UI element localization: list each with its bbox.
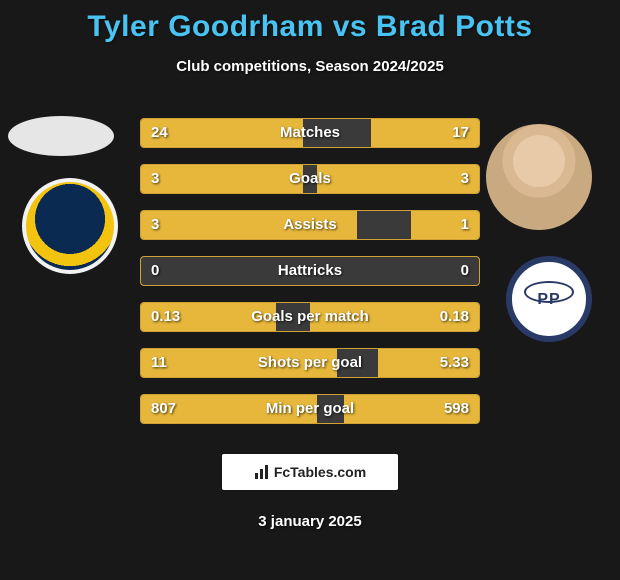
stat-row: 807598Min per goal [140, 394, 480, 424]
brand-badge: FcTables.com [222, 454, 398, 490]
date-text: 3 january 2025 [0, 513, 620, 530]
stat-row: 00Hattricks [140, 256, 480, 286]
stat-label: Hattricks [141, 257, 479, 285]
club-right-badge [506, 256, 592, 342]
player-right-avatar [486, 124, 592, 230]
club-left-badge [22, 178, 118, 274]
stat-bars: 2417Matches 33Goals 31Assists 00Hattricks 0.… [140, 118, 480, 440]
stat-label: Goals per match [141, 303, 479, 331]
player-left-avatar [8, 116, 114, 156]
stat-label: Shots per goal [141, 349, 479, 377]
chart-icon [254, 464, 270, 480]
stat-label: Goals [141, 165, 479, 193]
stat-row: 33Goals [140, 164, 480, 194]
brand-text: FcTables.com [274, 464, 366, 480]
stat-row: 2417Matches [140, 118, 480, 148]
stat-label: Assists [141, 211, 479, 239]
stat-label: Min per goal [141, 395, 479, 423]
page-title: Tyler Goodrham vs Brad Potts [0, 0, 620, 44]
stat-row: 0.130.18Goals per match [140, 302, 480, 332]
stat-row: 115.33Shots per goal [140, 348, 480, 378]
subtitle: Club competitions, Season 2024/2025 [0, 58, 620, 75]
stat-row: 31Assists [140, 210, 480, 240]
stat-label: Matches [141, 119, 479, 147]
